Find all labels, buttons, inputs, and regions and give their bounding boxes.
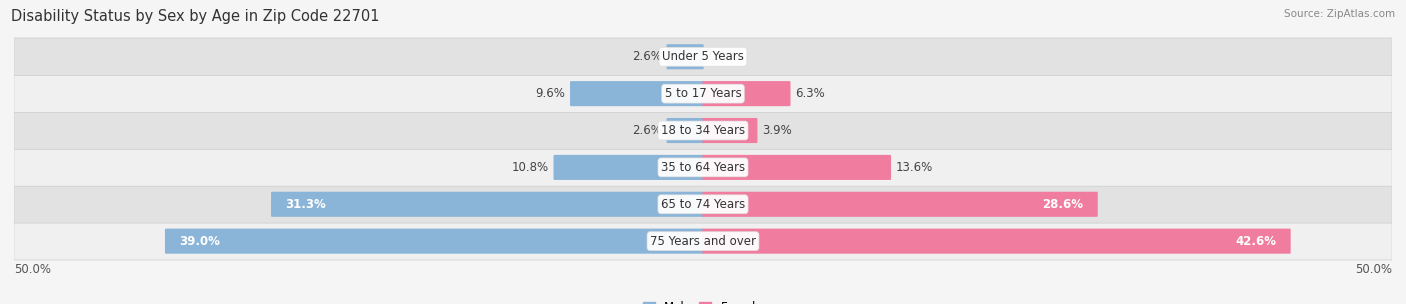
Text: 65 to 74 Years: 65 to 74 Years	[661, 198, 745, 211]
FancyBboxPatch shape	[703, 192, 1098, 217]
FancyBboxPatch shape	[666, 118, 703, 143]
Text: 6.3%: 6.3%	[796, 87, 825, 100]
FancyBboxPatch shape	[14, 38, 1392, 76]
FancyBboxPatch shape	[14, 222, 1392, 260]
Text: 0.0%: 0.0%	[709, 50, 738, 63]
FancyBboxPatch shape	[14, 75, 1392, 112]
FancyBboxPatch shape	[569, 81, 703, 106]
Text: 9.6%: 9.6%	[536, 87, 565, 100]
Text: 35 to 64 Years: 35 to 64 Years	[661, 161, 745, 174]
Text: 28.6%: 28.6%	[1042, 198, 1083, 211]
Text: 39.0%: 39.0%	[180, 235, 221, 248]
Text: 5 to 17 Years: 5 to 17 Years	[665, 87, 741, 100]
Text: Under 5 Years: Under 5 Years	[662, 50, 744, 63]
FancyBboxPatch shape	[703, 155, 891, 180]
Text: 18 to 34 Years: 18 to 34 Years	[661, 124, 745, 137]
FancyBboxPatch shape	[703, 229, 1291, 254]
Text: 50.0%: 50.0%	[1355, 263, 1392, 275]
FancyBboxPatch shape	[703, 118, 758, 143]
Legend: Male, Female: Male, Female	[638, 296, 768, 304]
FancyBboxPatch shape	[271, 192, 703, 217]
FancyBboxPatch shape	[14, 112, 1392, 149]
Text: Source: ZipAtlas.com: Source: ZipAtlas.com	[1284, 9, 1395, 19]
FancyBboxPatch shape	[14, 185, 1392, 223]
FancyBboxPatch shape	[666, 44, 703, 69]
Text: 42.6%: 42.6%	[1236, 235, 1277, 248]
Text: 75 Years and over: 75 Years and over	[650, 235, 756, 248]
FancyBboxPatch shape	[14, 149, 1392, 186]
Text: 2.6%: 2.6%	[631, 124, 662, 137]
Text: 3.9%: 3.9%	[762, 124, 792, 137]
Text: 2.6%: 2.6%	[631, 50, 662, 63]
Text: 13.6%: 13.6%	[896, 161, 934, 174]
Text: Disability Status by Sex by Age in Zip Code 22701: Disability Status by Sex by Age in Zip C…	[11, 9, 380, 24]
Text: 10.8%: 10.8%	[512, 161, 548, 174]
FancyBboxPatch shape	[165, 229, 703, 254]
Text: 50.0%: 50.0%	[14, 263, 51, 275]
FancyBboxPatch shape	[554, 155, 703, 180]
Text: 31.3%: 31.3%	[285, 198, 326, 211]
FancyBboxPatch shape	[703, 81, 790, 106]
